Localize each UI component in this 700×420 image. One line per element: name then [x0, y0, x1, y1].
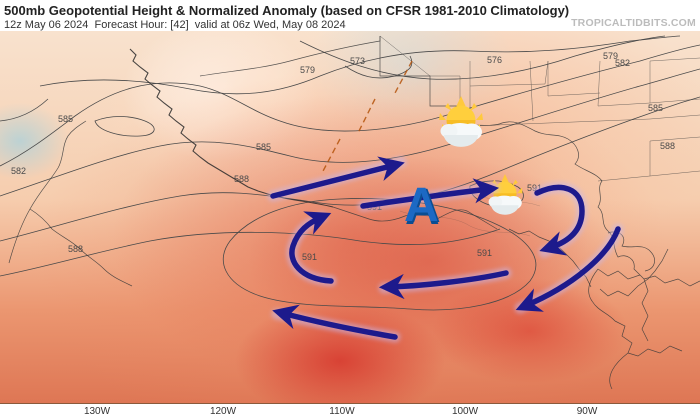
svg-text:A: A: [404, 179, 439, 232]
svg-text:591: 591: [302, 252, 317, 262]
svg-text:582: 582: [615, 58, 630, 68]
svg-text:591: 591: [477, 248, 492, 258]
svg-text:585: 585: [256, 142, 271, 152]
svg-text:585: 585: [58, 114, 73, 124]
svg-text:579: 579: [300, 65, 315, 75]
svg-text:585: 585: [648, 103, 663, 113]
svg-text:588: 588: [660, 141, 675, 151]
svg-text:576: 576: [487, 55, 502, 65]
svg-text:573: 573: [350, 56, 365, 66]
svg-text:582: 582: [11, 166, 26, 176]
